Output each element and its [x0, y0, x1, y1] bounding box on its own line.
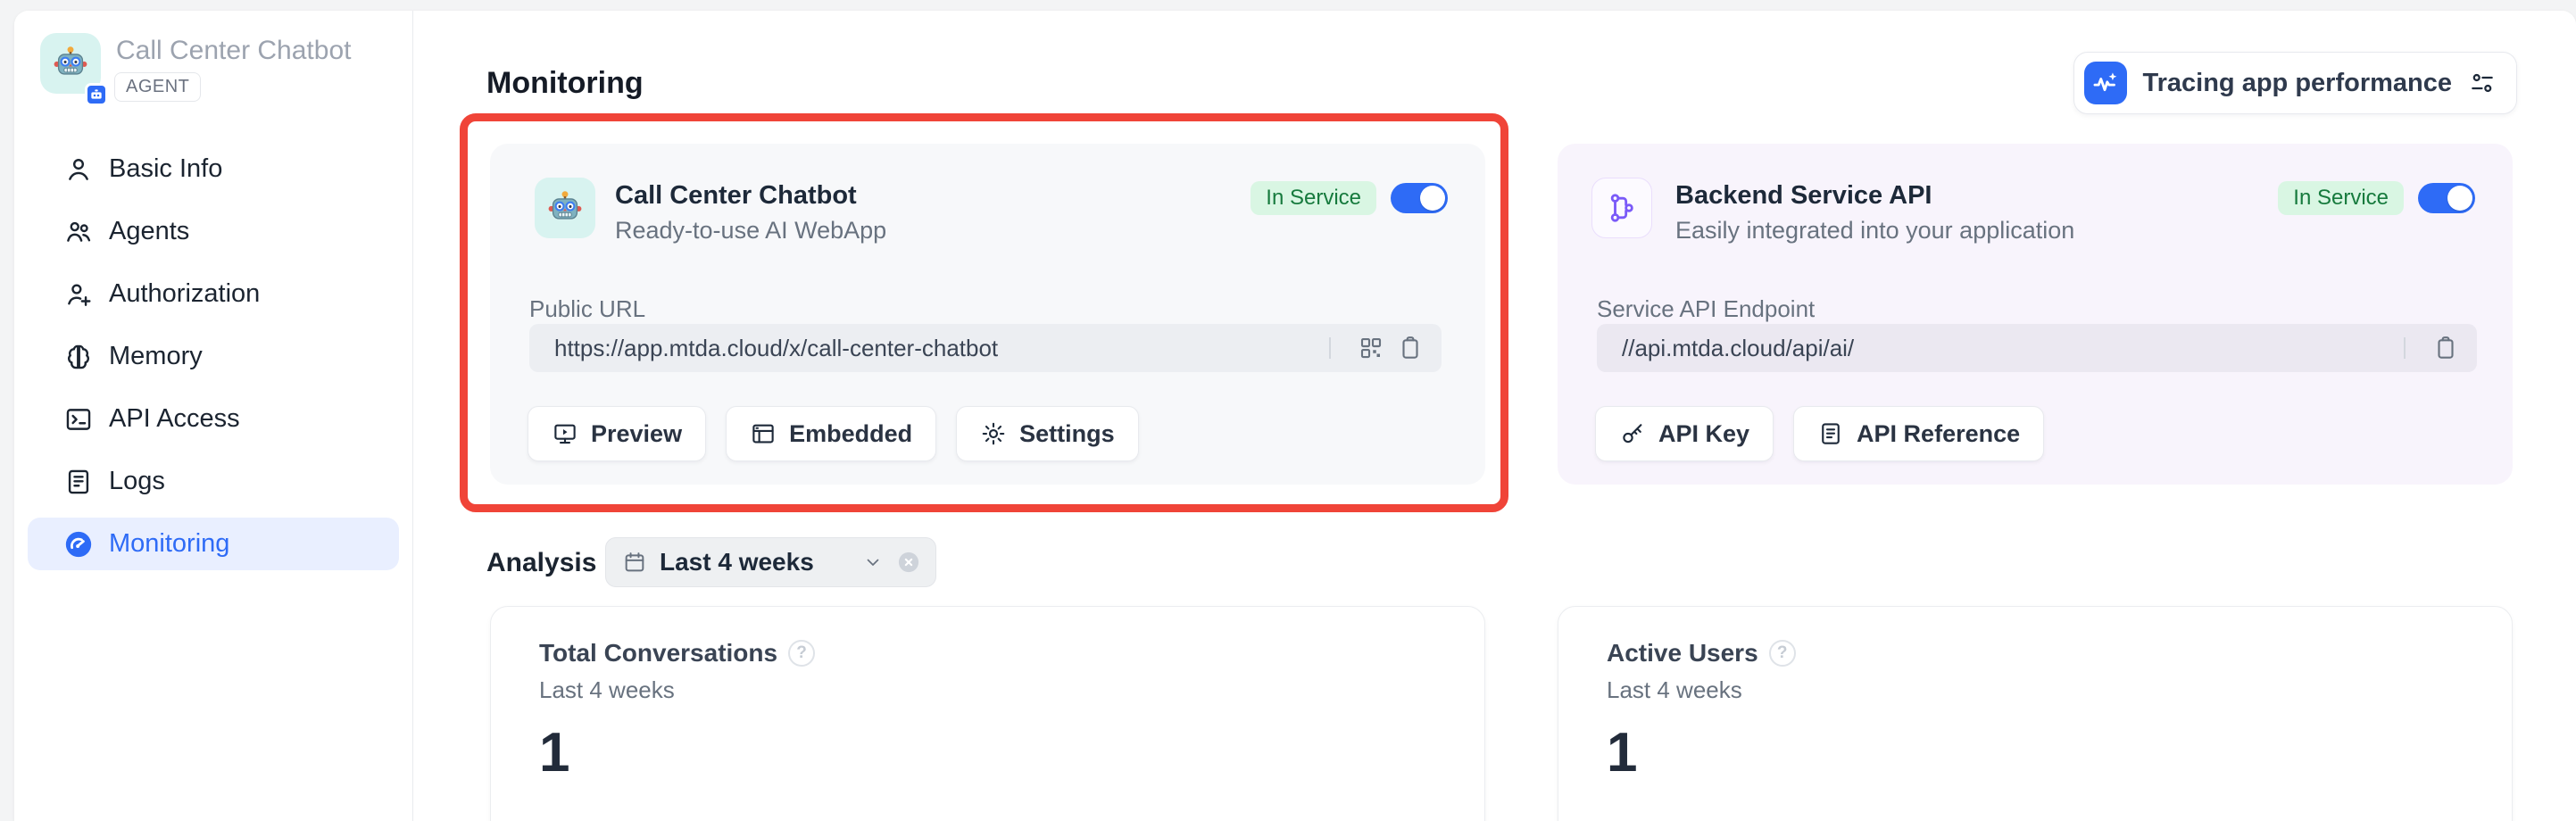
- sidebar-item-agents[interactable]: Agents: [28, 205, 399, 258]
- api-endpoint-value: //api.mtda.cloud/api/ai/: [1622, 334, 1855, 361]
- divider: [2404, 337, 2406, 359]
- stat-value: 1: [1607, 722, 1638, 784]
- api-card-title: Backend Service API: [1675, 181, 1932, 210]
- app-name: Call Center Chatbot: [116, 36, 352, 65]
- sidebar: Call Center Chatbot AGENT Basic Info Agen…: [14, 11, 413, 821]
- terminal-icon: [63, 404, 94, 435]
- stat-period: Last 4 weeks: [539, 676, 675, 703]
- sidebar-item-label: Agents: [109, 217, 190, 245]
- preview-button[interactable]: Preview: [528, 406, 707, 461]
- help-icon[interactable]: ?: [1768, 640, 1796, 667]
- settings-button[interactable]: Settings: [956, 406, 1139, 461]
- stat-period: Last 4 weeks: [1607, 676, 1742, 703]
- copy-icon[interactable]: [2432, 335, 2459, 361]
- sidebar-item-logs[interactable]: Logs: [28, 455, 399, 508]
- key-icon: [1619, 420, 1646, 447]
- api-card: Backend Service API Easily integrated in…: [1558, 144, 2513, 485]
- logs-icon: [63, 467, 94, 497]
- sidebar-item-label: API Access: [109, 404, 240, 433]
- brain-icon: [63, 342, 94, 372]
- app-type-badge: AGENT: [114, 72, 202, 102]
- calendar-icon: [622, 550, 647, 575]
- app-avatar[interactable]: [40, 33, 108, 106]
- gear-icon: [980, 420, 1007, 447]
- api-reference-button[interactable]: API Reference: [1793, 406, 2045, 461]
- chatbot-badge-icon: [89, 87, 104, 102]
- user-plus-icon: [63, 279, 94, 310]
- sidebar-item-label: Basic Info: [109, 154, 223, 183]
- sidebar-item-authorization[interactable]: Authorization: [28, 268, 399, 320]
- api-flow-icon: [1604, 190, 1640, 226]
- analysis-title: Analysis: [486, 548, 597, 577]
- sidebar-nav: Basic Info Agents Authorization Memory API A…: [28, 143, 399, 580]
- webapp-card-title: Call Center Chatbot: [615, 181, 857, 210]
- api-card-tile: [1591, 178, 1652, 238]
- api-service-toggle[interactable]: [2418, 183, 2475, 213]
- api-endpoint-label: Service API Endpoint: [1597, 295, 1816, 322]
- sidebar-item-monitoring[interactable]: Monitoring: [28, 518, 399, 570]
- stat-title: Active Users: [1607, 639, 1758, 667]
- total-conversations-card: Total Conversations ? Last 4 weeks 1: [490, 606, 1485, 821]
- button-label: API Reference: [1857, 419, 2021, 447]
- button-label: Embedded: [789, 419, 913, 447]
- status-badge: In Service: [1251, 181, 1376, 215]
- monitor-icon: [552, 420, 578, 447]
- window-icon: [750, 420, 777, 447]
- sidebar-item-memory[interactable]: Memory: [28, 330, 399, 383]
- file-icon: [1817, 420, 1844, 447]
- public-url-value: https://app.mtda.cloud/x/call-center-cha…: [554, 334, 999, 361]
- sidebar-item-basic-info[interactable]: Basic Info: [28, 143, 399, 195]
- api-endpoint-field[interactable]: //api.mtda.cloud/api/ai/: [1597, 324, 2477, 372]
- time-filter-value: Last 4 weeks: [660, 548, 814, 576]
- stat-value: 1: [539, 722, 570, 784]
- button-label: API Key: [1658, 419, 1750, 447]
- sidebar-item-label: Monitoring: [109, 529, 230, 558]
- x-circle-icon[interactable]: [896, 550, 921, 575]
- chevron-down-icon: [862, 551, 884, 573]
- sidebar-item-label: Memory: [109, 342, 203, 370]
- webapp-card: Call Center Chatbot Ready-to-use AI WebA…: [490, 144, 1485, 485]
- stat-title: Total Conversations: [539, 639, 778, 667]
- robot-icon: [50, 43, 91, 84]
- webapp-card-avatar: [535, 178, 595, 238]
- embedded-button[interactable]: Embedded: [726, 406, 937, 461]
- time-filter-dropdown[interactable]: Last 4 weeks: [605, 537, 936, 587]
- qr-code-icon[interactable]: [1358, 335, 1384, 361]
- button-label: Preview: [591, 419, 683, 447]
- webapp-card-subtitle: Ready-to-use AI WebApp: [615, 217, 887, 244]
- gauge-icon: [63, 529, 94, 560]
- page-title: Monitoring: [486, 66, 644, 100]
- divider: [1329, 337, 1331, 359]
- tracing-button-label: Tracing app performance: [2142, 68, 2453, 97]
- pulse-icon: [2090, 68, 2121, 98]
- user-icon: [63, 154, 94, 185]
- status-badge: In Service: [2278, 181, 2404, 215]
- active-users-card: Active Users ? Last 4 weeks 1: [1558, 606, 2513, 821]
- api-card-subtitle: Easily integrated into your application: [1675, 217, 2075, 244]
- pulse-icon-tile: [2083, 62, 2127, 104]
- webapp-buttons-row: Preview Embedded Settings: [528, 406, 1139, 461]
- webapp-service-toggle[interactable]: [1391, 183, 1448, 213]
- public-url-field[interactable]: https://app.mtda.cloud/x/call-center-cha…: [529, 324, 1442, 372]
- api-buttons-row: API Key API Reference: [1595, 406, 2045, 461]
- robot-icon: [544, 187, 586, 228]
- api-key-button[interactable]: API Key: [1595, 406, 1774, 461]
- copy-icon[interactable]: [1397, 335, 1424, 361]
- help-icon[interactable]: ?: [788, 640, 816, 667]
- tracing-app-performance-button[interactable]: Tracing app performance: [2073, 52, 2517, 114]
- sliders-icon: [2468, 69, 2497, 97]
- sidebar-item-label: Logs: [109, 467, 165, 495]
- chatbot-badge: [85, 83, 108, 106]
- public-url-label: Public URL: [529, 295, 646, 322]
- sidebar-item-label: Authorization: [109, 279, 261, 308]
- button-label: Settings: [1019, 419, 1115, 447]
- main-content: Monitoring Tracing app performance Call …: [413, 11, 2576, 821]
- app-panel: Call Center Chatbot AGENT Basic Info Agen…: [14, 11, 2576, 821]
- users-icon: [63, 217, 94, 247]
- sidebar-item-api-access[interactable]: API Access: [28, 393, 399, 445]
